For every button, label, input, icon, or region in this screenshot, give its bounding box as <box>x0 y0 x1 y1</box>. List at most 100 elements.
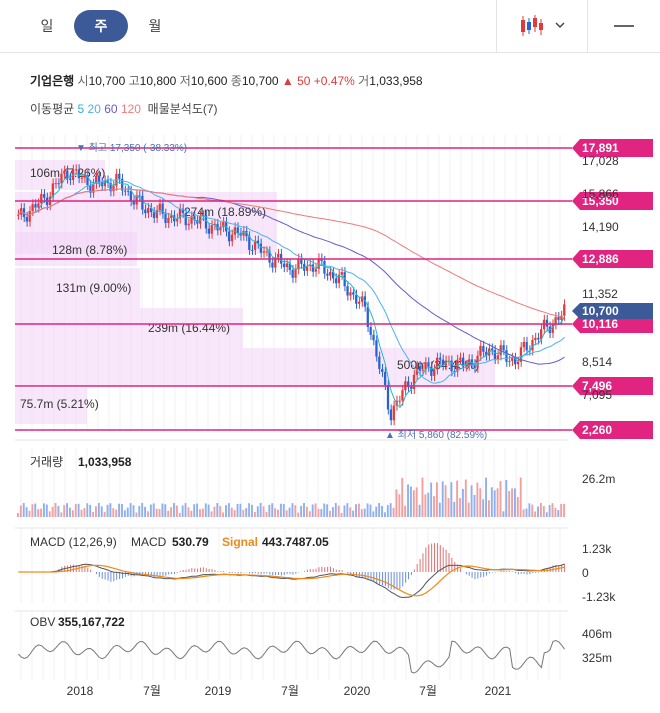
volume-bar <box>381 506 383 517</box>
candle <box>242 230 245 236</box>
x-axis-label: 2020 <box>344 684 371 698</box>
volume-bar <box>173 503 175 517</box>
candle <box>355 294 358 304</box>
candle <box>155 210 158 218</box>
volume-bar <box>262 506 265 517</box>
menu-button[interactable] <box>587 0 660 52</box>
candle <box>389 409 393 421</box>
volume-bar <box>245 508 248 517</box>
macd-line <box>18 563 565 599</box>
candle <box>77 169 80 179</box>
candle <box>297 258 300 270</box>
macd-panel-label: MACD (12,26,9) <box>30 535 117 549</box>
candle <box>147 208 150 214</box>
candle <box>464 365 468 367</box>
x-axis-label: 7월 <box>143 684 161 698</box>
candle <box>149 208 153 213</box>
candle <box>513 357 517 365</box>
volume-bar <box>256 506 259 517</box>
candle <box>357 301 361 304</box>
candle <box>398 400 401 402</box>
candle <box>525 341 528 351</box>
candle <box>184 213 187 226</box>
moving-average-legend[interactable]: 이동평균 5 20 60 120 매물분석도(7) <box>30 100 218 117</box>
candle <box>407 381 410 388</box>
candle <box>175 218 179 222</box>
candle <box>141 195 144 210</box>
volume-bar <box>349 507 352 517</box>
volume-bar <box>464 479 467 517</box>
volume-bar <box>233 510 236 517</box>
macd-value: 530.79 <box>172 535 209 549</box>
volume-bar <box>210 511 213 517</box>
candle <box>54 183 57 185</box>
volume-bar <box>175 505 178 517</box>
volume-bar <box>557 510 560 517</box>
tab-week[interactable]: 주 <box>74 10 128 42</box>
candle <box>69 178 72 180</box>
ma-20: 20 <box>87 102 101 116</box>
volume-bar <box>539 503 542 517</box>
candle <box>92 183 95 193</box>
candle <box>392 405 395 421</box>
candle <box>181 208 184 214</box>
candle <box>557 317 560 320</box>
tab-month[interactable]: 월 <box>148 18 162 34</box>
candle <box>412 374 416 389</box>
level-tag <box>572 250 653 268</box>
high-annotation: ▼ 최고 17,350 (-38.33%) <box>76 142 187 154</box>
level-label: 2,260 <box>582 423 612 437</box>
candle <box>305 265 309 271</box>
open-label: 시 <box>77 74 89 88</box>
candle <box>479 345 482 356</box>
volume-bar <box>511 488 513 517</box>
volume-bar <box>389 503 392 517</box>
candle <box>551 324 554 334</box>
candle <box>545 319 549 327</box>
candle <box>294 269 297 278</box>
volume-bar <box>525 508 528 517</box>
volume-bar <box>340 512 343 517</box>
volume-bar <box>167 510 170 517</box>
volume-bar <box>126 507 129 517</box>
volume-bar <box>438 502 441 517</box>
price-tick: 14,190 <box>582 220 619 234</box>
volume-bar <box>71 510 74 517</box>
candle <box>334 278 338 284</box>
candle <box>311 264 315 272</box>
macd-tick: 1.23k <box>582 542 612 556</box>
level-label: 7,496 <box>582 379 612 393</box>
obv-tick: 325m <box>582 651 612 665</box>
volume-bar <box>112 508 115 517</box>
level-tag <box>572 192 653 210</box>
candle <box>505 350 508 362</box>
volume-profile-label: 131m (9.00%) <box>56 281 131 295</box>
volume-bar <box>363 508 366 517</box>
candle <box>490 348 494 351</box>
volume-bar <box>479 488 482 517</box>
obv-line <box>18 639 566 674</box>
volume-tick: 26.2m <box>582 472 615 486</box>
volume-bar <box>103 511 106 517</box>
stock-name: 기업은행 <box>30 74 75 88</box>
volume-bar <box>274 508 277 517</box>
candle <box>409 387 413 389</box>
volume-bar <box>74 503 77 517</box>
volume-bar <box>19 505 22 517</box>
candle <box>40 194 43 204</box>
volume-bar <box>86 503 89 517</box>
volume-bar <box>545 512 548 517</box>
candle <box>421 369 424 371</box>
volume-bar <box>152 503 155 517</box>
chart-type-selector[interactable] <box>496 0 587 52</box>
volume-bar <box>259 503 262 517</box>
ma-line-20 <box>18 179 565 384</box>
candle <box>482 345 485 352</box>
volume-bar <box>383 512 386 517</box>
candle <box>248 236 251 250</box>
tab-day[interactable]: 일 <box>40 18 54 34</box>
candle <box>230 234 234 242</box>
candle <box>329 271 332 276</box>
volume-bar <box>444 485 447 517</box>
